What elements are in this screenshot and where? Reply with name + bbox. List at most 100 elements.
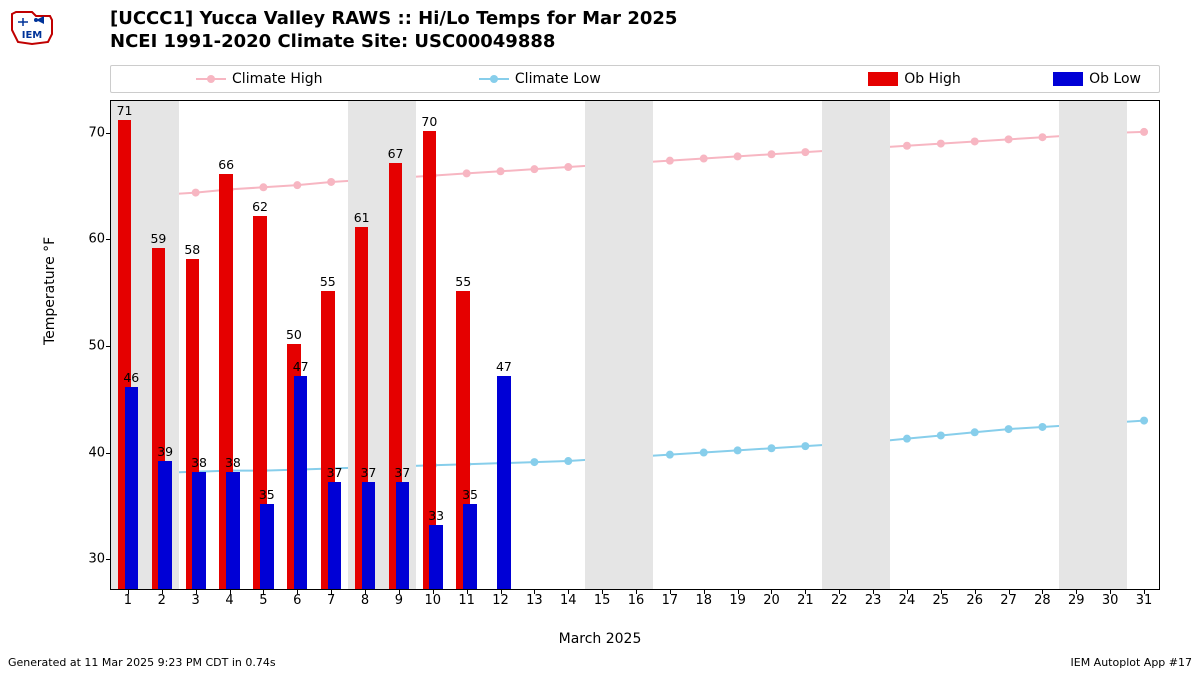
climate-low-marker: [564, 457, 572, 465]
ob-low-bar: [294, 376, 308, 589]
chart-title: [UCCC1] Yucca Valley RAWS :: Hi/Lo Temps…: [110, 8, 677, 53]
ob-high-bar-label: 67: [388, 146, 404, 161]
ob-high-bar-label: 50: [286, 327, 302, 342]
legend-label: Climate Low: [515, 71, 601, 87]
legend-ob-high: Ob High: [680, 71, 1001, 87]
x-tick-label: 30: [1102, 593, 1119, 608]
climate-low-marker: [767, 444, 775, 452]
climate-high-marker: [530, 165, 538, 173]
x-tick-label: 27: [1000, 593, 1017, 608]
x-tick-label: 8: [361, 593, 369, 608]
x-tick-label: 12: [492, 593, 509, 608]
ob-low-bar: [260, 504, 274, 589]
ob-low-bar-label: 47: [293, 359, 309, 374]
climate-low-marker: [666, 451, 674, 459]
ob-low-bar: [328, 482, 342, 589]
legend-label: Climate High: [232, 71, 323, 87]
ob-low-bar-label: 38: [225, 455, 241, 470]
climate-high-marker: [463, 169, 471, 177]
ob-high-bar-label: 70: [421, 114, 437, 129]
climate-high-marker: [1038, 133, 1046, 141]
x-tick-label: 26: [966, 593, 983, 608]
x-tick-label: 31: [1136, 593, 1153, 608]
ob-high-bar-label: 59: [150, 231, 166, 246]
ob-low-bar: [429, 525, 443, 589]
climate-high-marker: [700, 155, 708, 163]
climate-high-marker: [734, 152, 742, 160]
x-tick-label: 9: [395, 593, 403, 608]
climate-high-marker: [293, 181, 301, 189]
ob-low-bar: [497, 376, 511, 589]
title-line-2: NCEI 1991-2020 Climate Site: USC00049888: [110, 31, 677, 54]
x-tick-label: 16: [628, 593, 645, 608]
legend-label: Ob High: [904, 71, 961, 87]
x-tick-label: 14: [560, 593, 577, 608]
x-tick-label: 1: [124, 593, 132, 608]
climate-low-marker: [801, 442, 809, 450]
y-tick-label: 40: [88, 445, 105, 460]
ob-high-bar-label: 62: [252, 199, 268, 214]
climate-high-marker: [801, 148, 809, 156]
x-tick-label: 17: [662, 593, 679, 608]
climate-low-marker: [903, 435, 911, 443]
weekend-band: [1093, 101, 1127, 589]
title-line-1: [UCCC1] Yucca Valley RAWS :: Hi/Lo Temps…: [110, 8, 677, 31]
ob-high-bar-label: 55: [455, 274, 471, 289]
climate-high-marker: [327, 178, 335, 186]
x-tick-label: 10: [424, 593, 441, 608]
climate-low-marker: [937, 431, 945, 439]
climate-high-marker: [937, 140, 945, 148]
ob-low-bar-label: 37: [327, 465, 343, 480]
climate-low-marker: [971, 428, 979, 436]
x-tick-label: 25: [933, 593, 950, 608]
ob-low-bar-label: 35: [259, 487, 275, 502]
x-tick-label: 18: [695, 593, 712, 608]
x-tick-label: 15: [594, 593, 611, 608]
y-tick-label: 50: [88, 339, 105, 354]
climate-high-marker: [666, 157, 674, 165]
legend-label: Ob Low: [1089, 71, 1141, 87]
ob-low-bar-label: 33: [428, 508, 444, 523]
svg-text:IEM: IEM: [22, 30, 43, 41]
legend-climate-high: Climate High: [119, 71, 400, 87]
weekend-band: [585, 101, 619, 589]
iem-logo: IEM: [8, 8, 56, 48]
x-tick-label: 24: [899, 593, 916, 608]
x-tick-label: 19: [729, 593, 746, 608]
y-tick-label: 60: [88, 232, 105, 247]
x-tick-label: 11: [458, 593, 475, 608]
ob-low-bar-label: 38: [191, 455, 207, 470]
climate-high-marker: [903, 142, 911, 150]
legend: Climate High Climate Low Ob High Ob Low: [110, 65, 1160, 93]
ob-low-bar: [463, 504, 477, 589]
x-tick-label: 23: [865, 593, 882, 608]
climate-high-marker: [767, 150, 775, 158]
weekend-band: [619, 101, 653, 589]
ob-low-bar-label: 37: [394, 465, 410, 480]
ob-low-bar-label: 47: [496, 359, 512, 374]
chart-plot-area: 3040506070123456789101112131415161718192…: [110, 100, 1160, 590]
x-tick-label: 13: [526, 593, 543, 608]
x-tick-label: 29: [1068, 593, 1085, 608]
weekend-band: [1059, 101, 1093, 589]
footer-app: IEM Autoplot App #17: [1071, 656, 1193, 669]
x-tick-label: 22: [831, 593, 848, 608]
x-axis-label: March 2025: [0, 631, 1200, 647]
ob-low-bar: [396, 482, 410, 589]
ob-low-bar: [125, 387, 139, 589]
climate-low-marker: [530, 458, 538, 466]
ob-high-bar-label: 58: [184, 242, 200, 257]
climate-low-marker: [1005, 425, 1013, 433]
ob-low-bar: [226, 472, 240, 589]
x-tick-label: 2: [158, 593, 166, 608]
ob-low-bar: [362, 482, 376, 589]
x-tick-label: 21: [797, 593, 814, 608]
ob-low-bar-label: 37: [360, 465, 376, 480]
x-tick-label: 5: [259, 593, 267, 608]
x-tick-label: 7: [327, 593, 335, 608]
legend-ob-low: Ob Low: [1001, 71, 1151, 87]
climate-low-marker: [700, 449, 708, 457]
ob-low-bar-label: 39: [157, 444, 173, 459]
ob-low-bar-label: 35: [462, 487, 478, 502]
ob-high-bar-label: 66: [218, 157, 234, 172]
